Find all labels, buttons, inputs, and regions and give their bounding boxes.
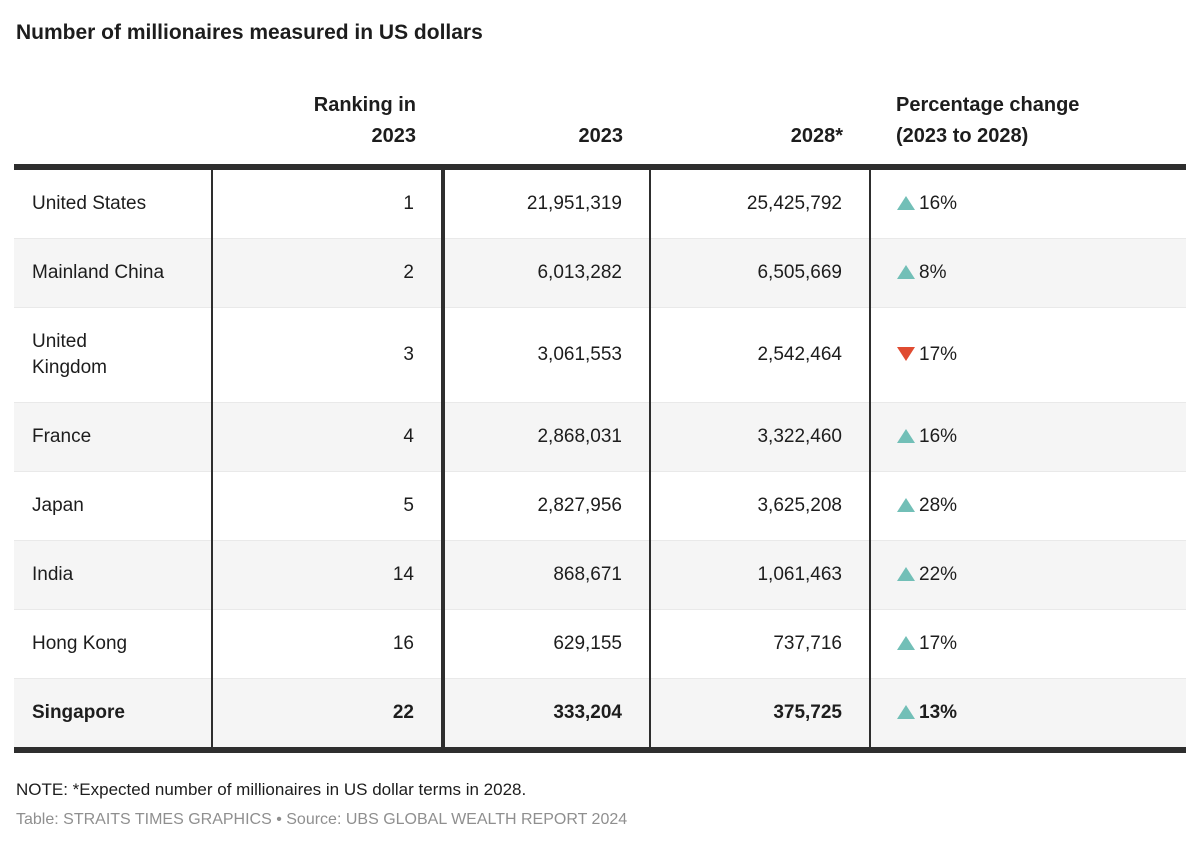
change-cell: 13%	[870, 678, 1186, 753]
increase-triangle-icon	[897, 498, 915, 512]
ranking-cell: 3	[212, 307, 445, 403]
country-cell: Hong Kong	[14, 609, 213, 679]
ranking-column-header: Ranking in 2023	[212, 90, 443, 170]
increase-triangle-icon	[897, 429, 915, 443]
increase-triangle-icon	[897, 636, 915, 650]
value-2023-cell: 868,671	[443, 540, 651, 610]
table-header: Ranking in 2023 2023 2028* Percentage chang…	[14, 90, 1186, 170]
table-row: Mainland China 2 6,013,282 6,505,669 8%	[14, 238, 1186, 308]
country-column-header	[14, 90, 212, 170]
percent-change-value: 22%	[919, 564, 958, 585]
change-cell: 28%	[870, 471, 1186, 541]
table-row: Singapore 22 333,204 375,725 13%	[14, 678, 1186, 753]
table-body: United States 1 21,951,319 25,425,792 16% Mai…	[14, 167, 1186, 753]
footnote: NOTE: *Expected number of millionaires i…	[16, 780, 527, 799]
percent-change-value: 28%	[919, 495, 958, 516]
change-cell: 17%	[870, 307, 1186, 403]
header-row: Ranking in 2023 2023 2028* Percentage chang…	[14, 90, 1186, 170]
value-2028-cell: 25,425,792	[650, 167, 871, 239]
country-cell: Mainland China	[14, 238, 213, 308]
percent-change-value: 16%	[919, 426, 958, 447]
value-2023-cell: 2,868,031	[443, 402, 651, 472]
value-2028-cell: 1,061,463	[650, 540, 871, 610]
value-2028-cell: 3,625,208	[650, 471, 871, 541]
ranking-cell: 16	[212, 609, 445, 679]
increase-triangle-icon	[897, 567, 915, 581]
country-cell: Japan	[14, 471, 213, 541]
country-cell: United States	[14, 167, 213, 239]
table-row: India 14 868,671 1,061,463 22%	[14, 540, 1186, 610]
increase-triangle-icon	[897, 265, 915, 279]
increase-triangle-icon	[897, 196, 915, 210]
country-cell: United Kingdom	[14, 307, 213, 403]
millionaires-table: Ranking in 2023 2023 2028* Percentage chang…	[14, 90, 1186, 753]
value-2023-cell: 21,951,319	[443, 167, 651, 239]
value-2023-cell: 3,061,553	[443, 307, 651, 403]
change-cell: 16%	[870, 167, 1186, 239]
year-2023-column-header: 2023	[443, 90, 650, 170]
value-2028-cell: 2,542,464	[650, 307, 871, 403]
value-2023-cell: 333,204	[443, 678, 651, 753]
value-2023-cell: 2,827,956	[443, 471, 651, 541]
table-row: United States 1 21,951,319 25,425,792 16%	[14, 167, 1186, 239]
value-2028-cell: 375,725	[650, 678, 871, 753]
increase-triangle-icon	[897, 705, 915, 719]
decrease-triangle-icon	[897, 347, 915, 361]
country-cell: France	[14, 402, 213, 472]
value-2023-cell: 629,155	[443, 609, 651, 679]
change-cell: 16%	[870, 402, 1186, 472]
value-2023-cell: 6,013,282	[443, 238, 651, 308]
percent-change-value: 13%	[919, 702, 958, 723]
country-cell: India	[14, 540, 213, 610]
ranking-cell: 2	[212, 238, 445, 308]
year-2028-column-header: 2028*	[650, 90, 870, 170]
percent-change-value: 16%	[919, 193, 958, 214]
change-cell: 8%	[870, 238, 1186, 308]
table-row: Hong Kong 16 629,155 737,716 17%	[14, 609, 1186, 679]
percent-change-value: 8%	[919, 262, 947, 283]
ranking-cell: 1	[212, 167, 445, 239]
country-cell: Singapore	[14, 678, 213, 753]
value-2028-cell: 6,505,669	[650, 238, 871, 308]
change-cell: 17%	[870, 609, 1186, 679]
percent-change-value: 17%	[919, 633, 958, 654]
table-row: United Kingdom 3 3,061,553 2,542,464 17%	[14, 307, 1186, 403]
source-credit: Table: STRAITS TIMES GRAPHICS • Source: …	[16, 811, 628, 828]
chart-title: Number of millionaires measured in US do…	[16, 21, 483, 44]
table-row: Japan 5 2,827,956 3,625,208 28%	[14, 471, 1186, 541]
ranking-cell: 5	[212, 471, 445, 541]
ranking-cell: 4	[212, 402, 445, 472]
percentage-change-column-header: Percentage change (2023 to 2028)	[870, 90, 1186, 170]
value-2028-cell: 737,716	[650, 609, 871, 679]
ranking-cell: 14	[212, 540, 445, 610]
page: Number of millionaires measured in US do…	[14, 21, 1186, 828]
value-2028-cell: 3,322,460	[650, 402, 871, 472]
change-cell: 22%	[870, 540, 1186, 610]
percent-change-value: 17%	[919, 344, 958, 365]
ranking-cell: 22	[212, 678, 445, 753]
table-row: France 4 2,868,031 3,322,460 16%	[14, 402, 1186, 472]
